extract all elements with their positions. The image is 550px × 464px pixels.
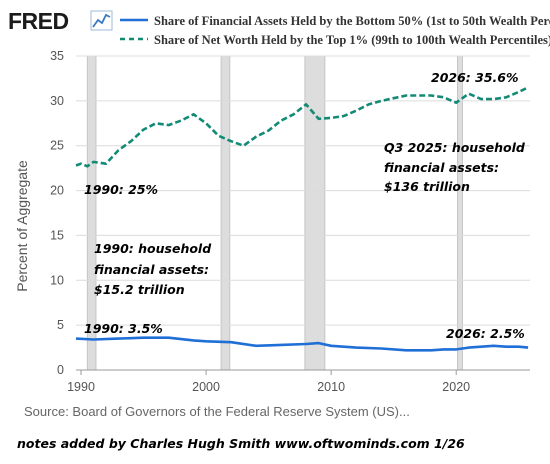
y-axis-label: Percent of Aggregate	[14, 160, 30, 292]
y-axis-ticks: 0 5 10 15 20 25 30 35	[50, 49, 64, 377]
x-tick-2010: 2010	[317, 380, 345, 394]
fred-logo[interactable]: FRED	[8, 8, 69, 34]
annotation-q3-line2: financial assets:	[384, 160, 499, 175]
y-tick-20: 20	[50, 184, 64, 198]
gridlines	[76, 55, 530, 326]
annotation-q3-line3: $136 trillion	[384, 179, 470, 194]
y-tick-10: 10	[50, 273, 64, 287]
source-text: Source: Board of Governors of the Federa…	[24, 404, 410, 419]
series-line-top1	[75, 86, 529, 168]
y-tick-15: 15	[50, 228, 64, 242]
x-tick-2000: 2000	[192, 380, 220, 394]
legend-label-bottom50: Share of Financial Assets Held by the Bo…	[154, 14, 550, 28]
annotation-top-1990: 1990: 25%	[84, 182, 158, 197]
recession-band-1	[220, 55, 231, 371]
annotation-hh-line1: 1990: household	[94, 241, 212, 256]
annotation-top-2026: 2026: 35.6%	[431, 70, 519, 85]
series-line-bottom50	[75, 336, 529, 352]
recession-band-2	[304, 55, 326, 371]
y-tick-35: 35	[50, 49, 64, 63]
legend: Share of Financial Assets Held by the Bo…	[120, 14, 550, 47]
footer-note: notes added by Charles Hugh Smith www.of…	[17, 436, 465, 451]
x-axis-ticks: 1990 2000 2010 2020	[67, 370, 470, 394]
annotations: 2026: 35.6% Q3 2025: household financial…	[84, 70, 526, 341]
x-tick-1990: 1990	[67, 380, 95, 394]
series-lines	[75, 86, 529, 352]
legend-label-top1: Share of Net Worth Held by the Top 1% (9…	[154, 33, 550, 47]
x-tick-2020: 2020	[442, 380, 470, 394]
y-tick-0: 0	[57, 363, 64, 377]
line-chart-icon	[90, 10, 113, 31]
y-tick-25: 25	[50, 139, 64, 153]
annotation-hh-line3: $15.2 trillion	[94, 282, 185, 297]
recession-band-3	[457, 55, 463, 371]
annotation-q3-line1: Q3 2025: household	[384, 140, 526, 155]
annotation-hh-line2: financial assets:	[94, 262, 209, 277]
annotation-bottom-2026: 2026: 2.5%	[446, 326, 525, 341]
y-tick-5: 5	[57, 318, 64, 332]
annotation-bottom-1990: 1990: 3.5%	[84, 321, 163, 336]
y-tick-30: 30	[50, 94, 64, 108]
